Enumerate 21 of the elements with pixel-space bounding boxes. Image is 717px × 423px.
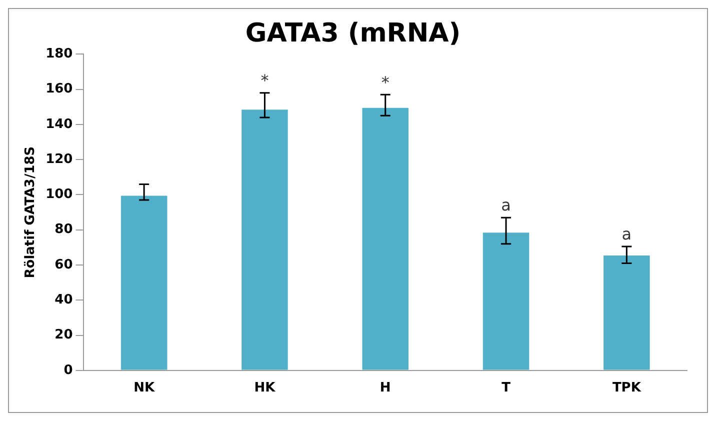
x-tick-label: H: [380, 380, 391, 396]
x-tick-label: TPK: [612, 380, 642, 396]
y-tick-label: 180: [46, 46, 73, 62]
annotation: a: [501, 196, 511, 215]
annotation: *: [260, 71, 269, 90]
chart-title: GATA3 (mRNA): [245, 18, 461, 48]
annotation: *: [381, 72, 390, 92]
x-tick-label: NK: [134, 380, 156, 396]
y-tick-label: 120: [46, 152, 73, 167]
x-tick-label: HK: [254, 380, 276, 396]
y-tick-label: 0: [64, 362, 73, 378]
y-axis-title: Rölatif GATA3/18S: [23, 146, 38, 278]
x-tick-label: T: [502, 380, 511, 396]
y-tick-label: 40: [54, 292, 73, 308]
y-tick-label: 160: [46, 82, 73, 97]
y-tick-label: 100: [46, 187, 73, 202]
y-tick-label: 20: [54, 328, 73, 343]
y-tick-label: 60: [54, 257, 73, 272]
y-tick-label: 140: [46, 116, 73, 132]
y-tick-label: 80: [54, 222, 73, 238]
annotation: a: [622, 224, 632, 244]
